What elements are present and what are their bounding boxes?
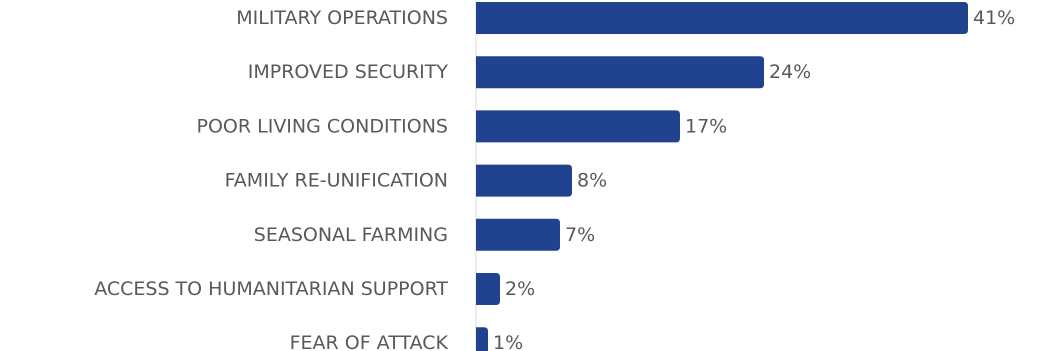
category-labels-group: MILITARY OPERATIONS IMPROVED SECURITY POOR…: [94, 7, 448, 351]
value-label-improved-security: 24%: [769, 61, 811, 83]
category-label-poor-living-conditions: POOR LIVING CONDITIONS: [197, 115, 448, 137]
category-label-seasonal-farming: SEASONAL FARMING: [254, 224, 448, 246]
value-label-seasonal-farming: 7%: [565, 224, 595, 246]
category-label-military-operations: MILITARY OPERATIONS: [236, 7, 448, 29]
category-label-fear-of-attack: FEAR OF ATTACK: [290, 332, 449, 351]
bar-seasonal-farming: [476, 218, 560, 251]
category-label-family-re-unification: FAMILY RE-UNIFICATION: [225, 170, 448, 192]
bars-group: [476, 2, 968, 351]
bar-military-operations: [476, 2, 968, 34]
value-labels-group: 41% 24% 17% 8% 7% 2% 1%: [493, 7, 1015, 351]
value-label-access-to-humanitarian-support: 2%: [505, 278, 535, 300]
bar-improved-security: [476, 56, 764, 89]
value-label-family-re-unification: 8%: [577, 170, 607, 192]
value-label-fear-of-attack: 1%: [493, 332, 523, 351]
category-label-access-to-humanitarian-support: ACCESS TO HUMANITARIAN SUPPORT: [94, 278, 448, 300]
bar-family-re-unification: [476, 164, 572, 197]
bar-fear-of-attack: [476, 327, 488, 351]
bar-access-to-humanitarian-support: [476, 273, 500, 305]
value-label-poor-living-conditions: 17%: [685, 115, 727, 137]
value-label-military-operations: 41%: [973, 7, 1015, 29]
category-label-improved-security: IMPROVED SECURITY: [248, 61, 449, 83]
bar-poor-living-conditions: [476, 110, 680, 143]
